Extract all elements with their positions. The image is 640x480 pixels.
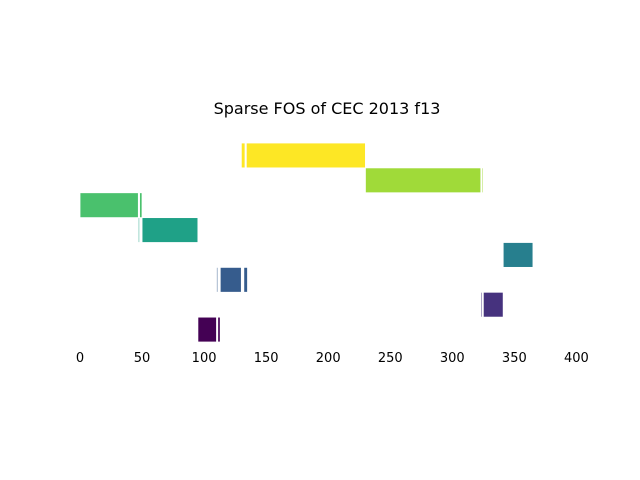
bar-segment-row3-1: [141, 217, 199, 243]
bar-segment-row7-0: [197, 316, 217, 343]
bar-segment-row1-1: [481, 167, 484, 194]
x-tick-label: 50: [134, 351, 151, 366]
x-tick-label: 350: [502, 351, 527, 366]
chart-title: Sparse FOS of CEC 2013 f13: [214, 99, 441, 118]
bar-segment-row5-0: [216, 266, 219, 293]
bar-segment-row7-1: [217, 316, 221, 343]
bar-segment-row0-0: [240, 142, 246, 169]
bar-segment-row4-0: [502, 242, 534, 268]
bar-segment-row1-0: [365, 167, 482, 194]
bar-segment-row2-0: [79, 192, 139, 219]
bar-segment-row6-0: [480, 291, 483, 318]
x-tick-label: 300: [440, 351, 465, 366]
x-tick-label: 200: [316, 351, 341, 366]
bar-segment-row5-1: [219, 266, 242, 293]
bars-group: [79, 142, 534, 343]
bar-segment-row6-1: [482, 291, 504, 318]
x-tick-label: 0: [76, 351, 84, 366]
bar-segment-row3-0: [137, 217, 140, 243]
bar-segment-row5-2: [243, 266, 248, 293]
x-tick-label: 100: [192, 351, 217, 366]
x-tick-label: 250: [378, 351, 403, 366]
x-tick-labels: 0 50 100 150 200 250 300 350 400: [76, 351, 589, 366]
bar-segment-row2-1: [139, 192, 143, 219]
x-tick-label: 150: [254, 351, 279, 366]
bar-segment-row0-1: [245, 142, 366, 169]
x-tick-label: 400: [564, 351, 589, 366]
